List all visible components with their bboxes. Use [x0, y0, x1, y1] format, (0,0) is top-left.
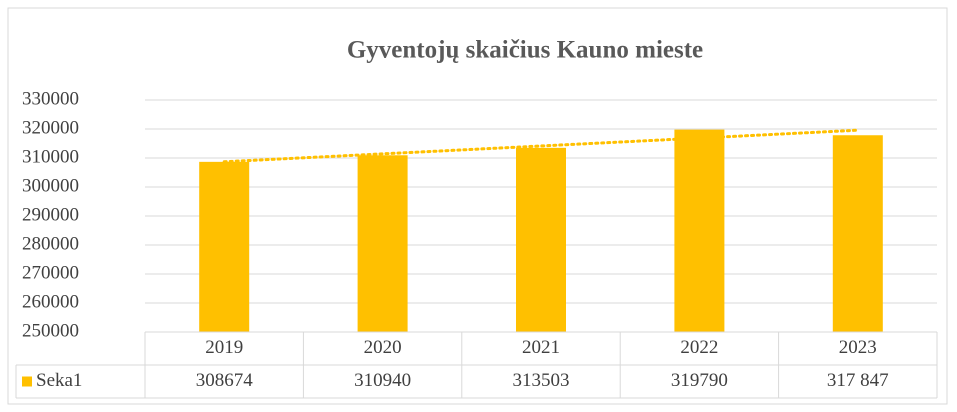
table-value: 308674: [196, 370, 254, 391]
table-value: 317 847: [827, 370, 889, 391]
x-tick-label: 2021: [522, 337, 560, 358]
x-tick-label: 2023: [839, 337, 877, 358]
bar: [832, 135, 883, 332]
legend-label: Seka1: [36, 370, 82, 391]
y-tick-label: 250000: [22, 320, 79, 341]
x-tick-label: 2022: [680, 337, 718, 358]
bar: [516, 147, 566, 332]
x-tick-label: 2019: [205, 337, 243, 358]
x-tick-label: 2020: [364, 337, 402, 358]
y-tick-label: 290000: [22, 204, 79, 225]
y-tick-label: 330000: [22, 88, 79, 109]
y-tick-label: 280000: [22, 233, 79, 254]
y-tick-label: 270000: [22, 262, 79, 283]
bar: [357, 155, 408, 332]
y-tick-label: 260000: [22, 291, 79, 312]
table-value: 310940: [354, 370, 411, 391]
y-tick-label: 320000: [22, 117, 79, 138]
legend-key: [22, 376, 32, 387]
bar: [199, 161, 250, 332]
y-tick-label: 300000: [22, 175, 79, 196]
bar: [674, 129, 725, 332]
y-tick-label: 310000: [22, 146, 79, 167]
chart-title: Gyventojų skaičius Kauno mieste: [347, 37, 703, 64]
table-value: 313503: [513, 370, 570, 391]
chart-frame: [7, 7, 948, 405]
table-value: 319790: [671, 370, 728, 391]
trendline: [222, 128, 860, 164]
